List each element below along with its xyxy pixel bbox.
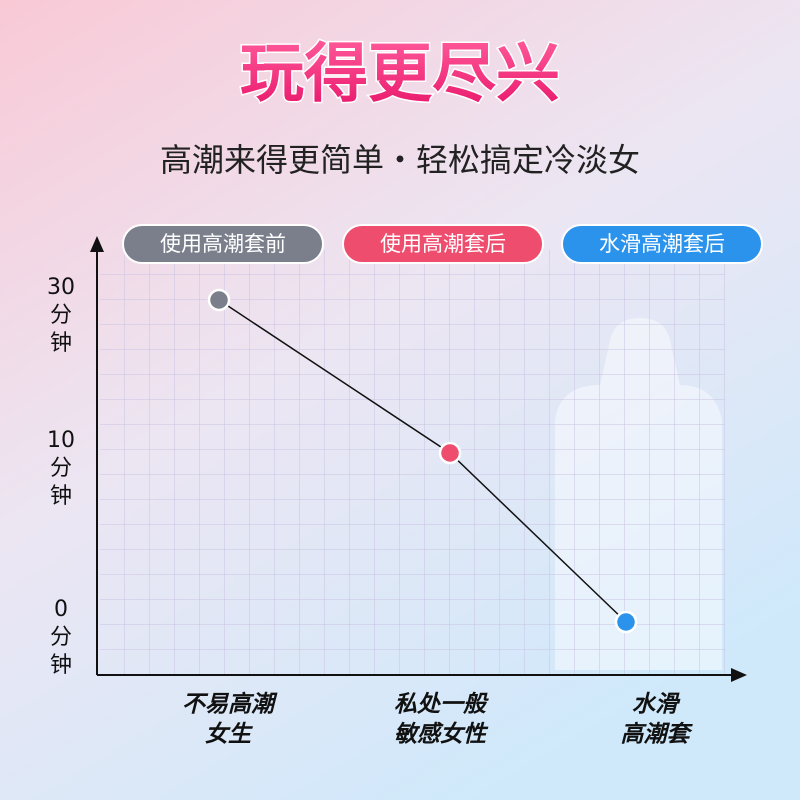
chart-title: 玩得更尽兴 [240,38,560,112]
legend-label: 使用高潮套前 [160,232,286,256]
legend-pill [122,224,324,264]
point [614,610,638,634]
y-tick-label: 钟 [50,653,72,678]
legend-label: 水滑高潮套后 [599,232,725,256]
y-tick-label: 30 [47,275,75,300]
x-tick-label: 高潮套 [621,722,694,748]
y-tick-label: 分 [50,625,72,650]
point [207,288,231,312]
x-tick-label: 敏感女性 [394,721,489,748]
point [438,441,462,465]
chart-subtitle: 高潮来得更简单・轻松搞定冷淡女 [160,141,640,179]
y-tick-label: 分 [50,303,72,328]
y-tick-label: 0 [54,597,68,622]
x-tick-label: 私处一般 [394,692,489,718]
y-tick-label: 分 [50,456,72,481]
y-tick-label: 钟 [50,484,72,509]
grid [100,250,725,675]
x-tick-label: 不易高潮 [182,692,278,718]
x-axis-arrow [731,668,747,682]
legend-pill [561,224,763,264]
y-axis-arrow [90,236,104,252]
x-tick-label: 水滑 [632,692,681,718]
y-tick-label: 钟 [50,331,72,356]
x-tick-label: 女生 [205,721,253,748]
legend-label: 使用高潮套后 [380,232,506,256]
legend-pill [342,224,544,264]
y-tick-label: 10 [47,428,75,453]
